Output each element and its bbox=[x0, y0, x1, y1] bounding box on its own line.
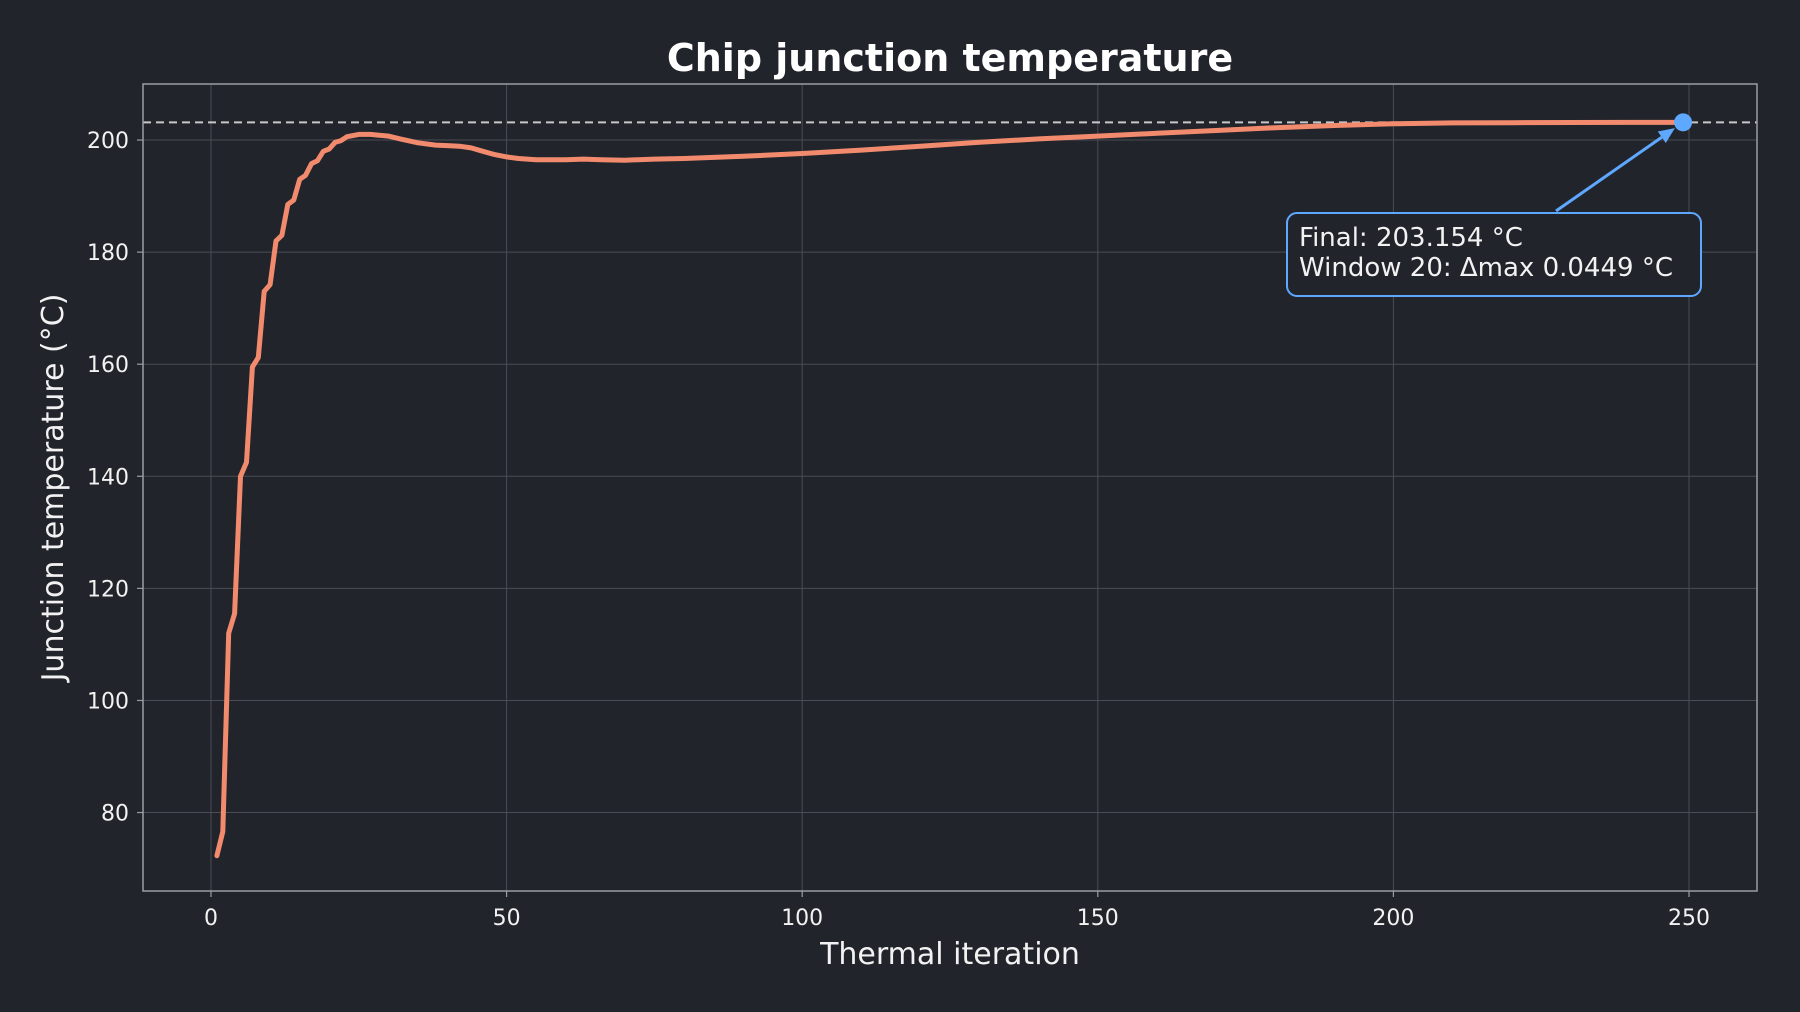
annotation-line-window: Window 20: Δmax 0.0449 °C bbox=[1299, 253, 1673, 283]
y-tick-label: 100 bbox=[87, 689, 129, 714]
annotation-arrow-head bbox=[1657, 128, 1675, 143]
x-tick-label: 100 bbox=[781, 906, 823, 931]
x-tick-label: 0 bbox=[204, 906, 218, 931]
temperature-series-line bbox=[214, 119, 1686, 859]
x-tick-label: 200 bbox=[1372, 906, 1414, 931]
chart-title: Chip junction temperature bbox=[667, 36, 1233, 80]
plot-frame bbox=[142, 83, 1758, 892]
y-tick-label: 80 bbox=[101, 802, 129, 827]
y-axis-label: Junction temperature (°C) bbox=[36, 294, 71, 684]
annotation-arrow bbox=[1555, 136, 1663, 213]
y-tick-label: 180 bbox=[87, 241, 129, 266]
y-tick-label: 140 bbox=[87, 465, 129, 490]
y-tick-label: 120 bbox=[87, 577, 129, 602]
annotation-line-final: Final: 203.154 °C bbox=[1299, 223, 1523, 253]
x-tick-label: 150 bbox=[1077, 906, 1119, 931]
x-tick-label: 250 bbox=[1668, 906, 1710, 931]
y-ticks: 80 100 120 140 160 180 200 bbox=[87, 129, 143, 827]
y-tick-label: 200 bbox=[87, 129, 129, 154]
annotation-group: Final: 203.154 °C Window 20: Δmax 0.0449… bbox=[1286, 128, 1702, 297]
x-axis-label: Thermal iteration bbox=[819, 937, 1080, 972]
series-group bbox=[214, 113, 1693, 859]
annotation-box bbox=[1286, 212, 1702, 297]
y-tick-label: 160 bbox=[87, 353, 129, 378]
x-ticks: 0 50 100 150 200 250 bbox=[204, 891, 1710, 931]
final-point-marker bbox=[1674, 113, 1693, 132]
x-tick-label: 50 bbox=[493, 906, 521, 931]
